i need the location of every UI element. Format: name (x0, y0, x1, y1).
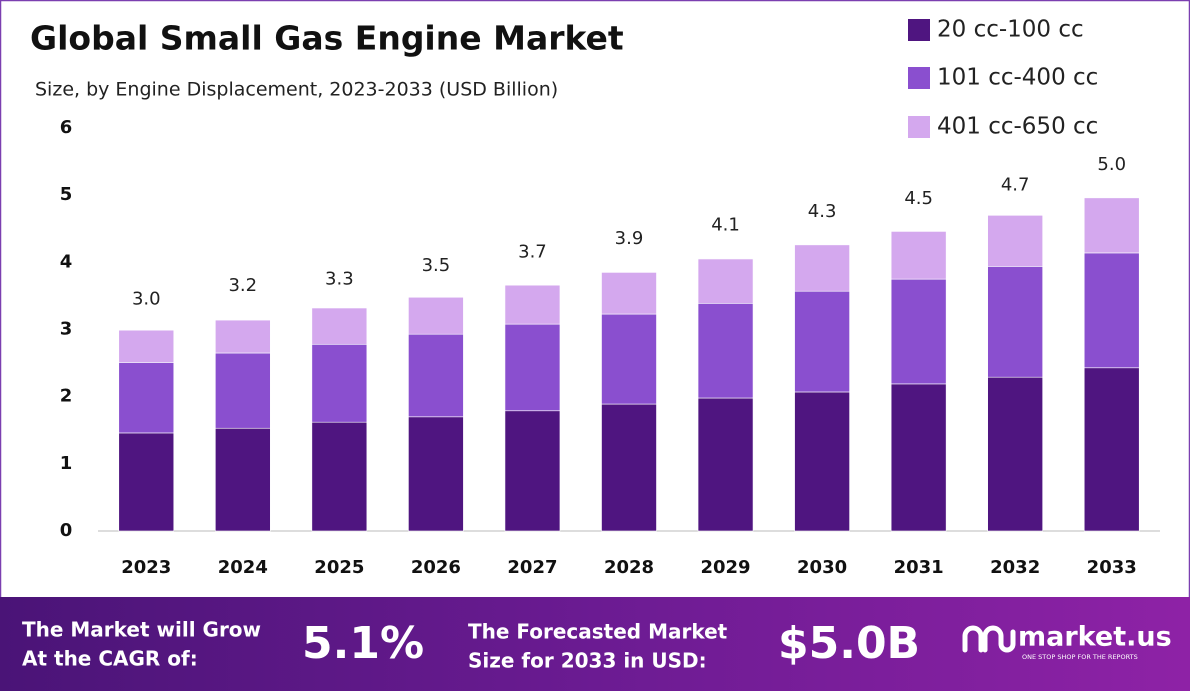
x-tick-label: 2030 (797, 557, 847, 578)
bar-segment (697, 397, 754, 532)
bar-segment (311, 307, 368, 345)
x-tick-label: 2026 (411, 557, 461, 578)
bar-segment (890, 383, 947, 532)
bar-segment (987, 215, 1043, 267)
footer-banner (0, 597, 1190, 691)
x-tick-label: 2032 (990, 557, 1040, 578)
total-label: 3.7 (518, 241, 547, 262)
forecast-label: The Forecasted Market (468, 620, 728, 644)
legend-label: 101 cc-400 cc (937, 65, 1098, 91)
bar-segment (601, 313, 657, 405)
total-label: 4.3 (808, 201, 837, 222)
bar-segment (1083, 252, 1140, 369)
legend-swatch (908, 67, 930, 89)
bar-segment (311, 421, 368, 532)
x-tick-label: 2025 (314, 557, 364, 578)
y-tick-label: 0 (60, 520, 73, 541)
total-label: 3.9 (615, 228, 644, 249)
bar-segment (890, 231, 947, 280)
bar-segment (987, 266, 1043, 378)
brand-tagline: ONE STOP SHOP FOR THE REPORTS (1022, 653, 1138, 661)
cagr-label: At the CAGR of: (22, 647, 198, 671)
total-label: 3.5 (422, 255, 451, 276)
bar-segment (794, 244, 850, 292)
total-label: 3.0 (132, 289, 161, 310)
bar-segment (118, 329, 175, 363)
bar-segment (408, 296, 464, 335)
bar-segment (408, 333, 464, 418)
bar-segment (1083, 197, 1140, 254)
bar-segment (601, 403, 657, 532)
bar-segment (311, 343, 368, 423)
x-tick-label: 2033 (1087, 557, 1137, 578)
x-tick-label: 2023 (121, 557, 171, 578)
y-tick-label: 4 (60, 251, 73, 272)
bar-segment (697, 303, 754, 399)
bar-segment (601, 272, 657, 315)
total-label: 3.2 (228, 275, 257, 296)
bar-segment (215, 319, 271, 354)
bar-segment (1083, 367, 1140, 532)
bar-segment (697, 258, 754, 304)
x-tick-label: 2027 (507, 557, 557, 578)
chart-title: Global Small Gas Engine Market (30, 19, 624, 58)
legend-label: 20 cc-100 cc (937, 17, 1084, 43)
bar-segment (987, 376, 1043, 532)
bar-segment (794, 290, 850, 393)
y-tick-label: 2 (60, 386, 73, 407)
total-label: 4.5 (904, 188, 933, 209)
chart-subtitle: Size, by Engine Displacement, 2023-2033 … (35, 79, 558, 101)
y-tick-label: 5 (60, 184, 73, 205)
y-tick-label: 6 (60, 117, 73, 138)
x-tick-label: 2024 (218, 557, 268, 578)
bar-segment (794, 391, 850, 532)
total-label: 3.3 (325, 268, 354, 289)
cagr-label: The Market will Grow (22, 618, 261, 642)
x-tick-label: 2031 (894, 557, 944, 578)
legend-swatch (908, 116, 930, 138)
x-tick-label: 2029 (700, 557, 750, 578)
legend-swatch (908, 19, 930, 41)
y-tick-label: 3 (60, 319, 73, 340)
bar-segment (504, 323, 561, 412)
bar-segment (118, 362, 175, 434)
bar-segment (215, 352, 271, 429)
bar-segment (504, 284, 561, 325)
bar-segment (118, 432, 175, 532)
total-label: 4.1 (711, 215, 740, 236)
bar-segment (408, 416, 464, 532)
forecast-value: $5.0B (778, 618, 920, 669)
bar-segment (504, 410, 561, 532)
total-label: 4.7 (1001, 174, 1030, 195)
x-tick-label: 2028 (604, 557, 654, 578)
total-label: 5.0 (1097, 154, 1126, 175)
bar-segment (215, 427, 271, 532)
bar-segment (890, 278, 947, 385)
y-tick-label: 1 (60, 453, 73, 474)
brand-name: market.us (1018, 622, 1172, 653)
forecast-label: Size for 2033 in USD: (468, 649, 707, 673)
brand-logo (962, 625, 1016, 653)
legend-label: 401 cc-650 cc (937, 114, 1098, 140)
cagr-value: 5.1% (302, 618, 424, 669)
